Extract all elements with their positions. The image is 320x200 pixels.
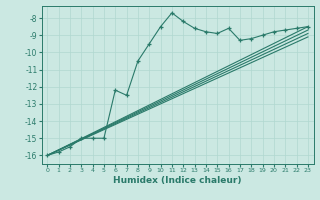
X-axis label: Humidex (Indice chaleur): Humidex (Indice chaleur) <box>113 176 242 185</box>
